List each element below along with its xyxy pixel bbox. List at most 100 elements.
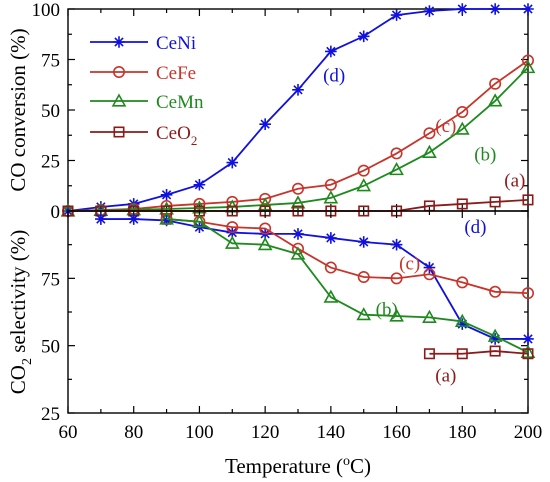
bottom-point-ceni <box>95 213 107 225</box>
top-annotation-d: (d) <box>323 66 345 87</box>
legend-label-ceo: CeO2 <box>156 123 197 148</box>
bottom-point-cemn <box>224 235 240 249</box>
legend-label-cemn: CeMn <box>156 92 204 113</box>
top-y-tick-label: 0 <box>51 202 61 223</box>
top-point-cemn <box>356 178 372 192</box>
top-point-cemn <box>422 144 437 159</box>
top-point-cemn <box>454 121 470 135</box>
top-point-cefe <box>324 178 337 191</box>
bottom-point-cefe <box>259 222 272 235</box>
bottom-point-cemn <box>487 328 503 342</box>
bottom-point-cefe <box>390 272 403 285</box>
bottom-annotation-b: (b) <box>376 299 398 320</box>
x-tick-label: 100 <box>185 422 214 443</box>
legend: CeNi CeFe CeMn CeO2 <box>90 33 204 148</box>
bottom-point-ceni <box>325 232 337 244</box>
legend-marker-cemn <box>111 93 127 107</box>
bottom-y-tick-label: 50 <box>41 337 60 358</box>
x-tick-label: 160 <box>382 422 411 443</box>
bottom-point-cefe <box>357 270 370 283</box>
x-tick-label: 80 <box>124 422 143 443</box>
top-annotation-a: (a) <box>504 171 525 192</box>
top-point-cemn <box>290 195 306 209</box>
top-point-ceni <box>226 156 239 169</box>
bottom-y-tick-label: 75 <box>41 269 60 290</box>
top-point-cemn <box>487 93 503 107</box>
top-line-cefe <box>67 59 529 212</box>
top-point-cefe <box>390 147 403 160</box>
bottom-point-cemn <box>520 344 536 358</box>
top-point-ceni <box>193 178 206 191</box>
bottom-point-cefe <box>489 285 502 298</box>
bottom-point-ceo <box>423 348 435 360</box>
top-point-cemn <box>323 190 339 204</box>
bottom-line-ceo <box>429 350 529 355</box>
top-point-cefe <box>521 54 534 67</box>
bottom-point-cefe <box>456 276 469 289</box>
bottom-point-ceni <box>522 333 534 345</box>
bottom-point-ceo <box>456 348 468 360</box>
bottom-point-cemn <box>290 246 306 260</box>
top-point-cemn <box>389 161 404 176</box>
x-tick-label: 180 <box>448 422 477 443</box>
top-line-cemn <box>67 66 529 212</box>
x-tick-label: 200 <box>514 422 543 443</box>
top-y-tick-label: 50 <box>41 101 60 122</box>
top-point-ceni <box>357 30 370 43</box>
bottom-point-cemn <box>422 309 437 323</box>
bottom-point-ceo <box>522 348 534 360</box>
bottom-point-ceni <box>160 214 173 227</box>
top-y-axis-label: CO conversion (%) <box>6 28 30 191</box>
x-tick-label: 60 <box>59 422 78 443</box>
top-point-ceni <box>390 9 403 21</box>
bottom-point-cefe <box>324 261 337 274</box>
bottom-point-ceni <box>357 236 370 248</box>
top-y-tick-label: 25 <box>41 152 60 173</box>
top-point-ceo <box>522 194 534 206</box>
legend-marker-ceo <box>113 126 125 138</box>
top-annotation-b: (b) <box>474 144 496 165</box>
bottom-y-tick-label: 25 <box>41 404 60 425</box>
top-y-tick-label: 100 <box>32 0 61 21</box>
top-point-ceni <box>522 3 534 15</box>
top-point-ceo <box>456 198 468 210</box>
legend-marker-cefe <box>113 66 126 79</box>
bottom-y-axis-label: CO2 selectivity (%) <box>6 230 35 394</box>
top-point-cefe <box>423 127 436 140</box>
top-point-ceni <box>292 84 304 96</box>
bottom-series-cefe <box>160 213 534 300</box>
bottom-point-cemn <box>257 237 273 251</box>
bottom-point-cefe <box>226 221 239 234</box>
top-point-cemn <box>520 59 536 74</box>
bottom-point-ceo <box>489 345 501 357</box>
top-point-cemn <box>257 197 273 211</box>
top-point-ceni <box>423 5 436 17</box>
bottom-point-ceni <box>456 318 469 330</box>
bottom-point-cemn <box>454 313 470 328</box>
bottom-annotation-a: (a) <box>435 365 456 386</box>
bottom-point-cemn <box>389 308 404 322</box>
x-tick-label: 120 <box>251 422 280 443</box>
bottom-point-cefe <box>423 268 436 281</box>
bottom-series-cemn <box>159 211 536 358</box>
top-point-ceni <box>259 118 271 130</box>
bottom-point-cemn <box>356 307 372 321</box>
bottom-point-ceni <box>390 238 403 251</box>
legend-marker-ceni <box>113 36 125 48</box>
top-point-cefe <box>357 164 370 177</box>
bottom-annotation-d: (d) <box>464 217 486 238</box>
bottom-point-ceni <box>423 261 436 274</box>
bottom-point-cefe <box>521 287 534 300</box>
top-y-tick-label: 75 <box>41 51 60 72</box>
legend-label-ceni: CeNi <box>156 33 196 54</box>
bottom-point-ceni <box>127 213 140 225</box>
top-point-cefe <box>193 197 206 210</box>
top-point-ceni <box>325 45 337 58</box>
bottom-panel: 25 50 75 60 80 100 120 140 160 180 200 Temperature … <box>6 210 543 478</box>
top-point-ceo <box>489 196 501 208</box>
top-point-ceni <box>456 3 469 15</box>
top-point-cefe <box>456 106 469 119</box>
bottom-series-ceo <box>423 345 534 360</box>
